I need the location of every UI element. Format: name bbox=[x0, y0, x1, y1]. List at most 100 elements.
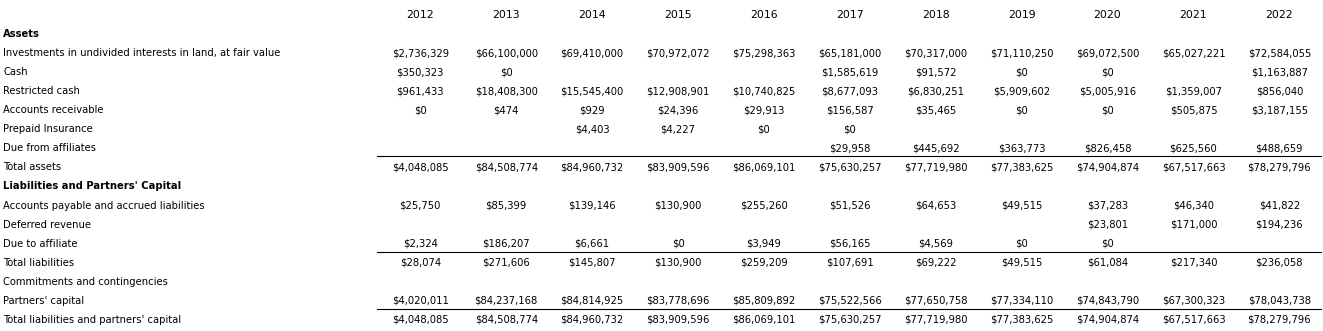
Text: $61,084: $61,084 bbox=[1088, 258, 1129, 268]
Text: $75,522,566: $75,522,566 bbox=[818, 296, 881, 306]
Text: $0: $0 bbox=[414, 105, 427, 115]
Text: $65,027,221: $65,027,221 bbox=[1162, 48, 1225, 58]
Text: $49,515: $49,515 bbox=[1002, 201, 1043, 211]
Text: $145,807: $145,807 bbox=[569, 258, 617, 268]
Text: $24,396: $24,396 bbox=[658, 105, 699, 115]
Text: $0: $0 bbox=[1101, 105, 1114, 115]
Text: $4,020,011: $4,020,011 bbox=[392, 296, 448, 306]
Text: $194,236: $194,236 bbox=[1256, 219, 1303, 230]
Text: $84,508,774: $84,508,774 bbox=[475, 315, 537, 325]
Text: $85,399: $85,399 bbox=[486, 201, 527, 211]
Text: $0: $0 bbox=[500, 67, 512, 77]
Text: $25,750: $25,750 bbox=[400, 201, 441, 211]
Text: $75,298,363: $75,298,363 bbox=[732, 48, 795, 58]
Text: $0: $0 bbox=[844, 124, 856, 134]
Text: 2016: 2016 bbox=[750, 10, 778, 20]
Text: $130,900: $130,900 bbox=[655, 258, 701, 268]
Text: $363,773: $363,773 bbox=[998, 143, 1045, 153]
Text: $77,650,758: $77,650,758 bbox=[904, 296, 967, 306]
Text: $6,661: $6,661 bbox=[574, 239, 610, 249]
Text: $12,908,901: $12,908,901 bbox=[647, 86, 709, 96]
Text: $4,403: $4,403 bbox=[574, 124, 610, 134]
Text: $91,572: $91,572 bbox=[916, 67, 957, 77]
Text: $74,843,790: $74,843,790 bbox=[1076, 296, 1139, 306]
Text: $74,904,874: $74,904,874 bbox=[1076, 315, 1139, 325]
Text: Total liabilities: Total liabilities bbox=[4, 258, 74, 268]
Text: $929: $929 bbox=[579, 105, 605, 115]
Text: Restricted cash: Restricted cash bbox=[4, 86, 81, 96]
Text: $69,222: $69,222 bbox=[916, 258, 957, 268]
Text: $70,972,072: $70,972,072 bbox=[646, 48, 709, 58]
Text: $35,465: $35,465 bbox=[916, 105, 957, 115]
Text: $29,958: $29,958 bbox=[830, 143, 871, 153]
Text: $271,606: $271,606 bbox=[483, 258, 531, 268]
Text: $64,653: $64,653 bbox=[916, 201, 957, 211]
Text: Due to affiliate: Due to affiliate bbox=[4, 239, 78, 249]
Text: $77,334,110: $77,334,110 bbox=[990, 296, 1053, 306]
Text: 2022: 2022 bbox=[1266, 10, 1293, 20]
Text: Assets: Assets bbox=[4, 29, 40, 39]
Text: $0: $0 bbox=[1015, 67, 1028, 77]
Text: 2012: 2012 bbox=[406, 10, 434, 20]
Text: $130,900: $130,900 bbox=[655, 201, 701, 211]
Text: 2020: 2020 bbox=[1094, 10, 1122, 20]
Text: Investments in undivided interests in land, at fair value: Investments in undivided interests in la… bbox=[4, 48, 280, 58]
Text: $3,949: $3,949 bbox=[746, 239, 782, 249]
Text: $961,433: $961,433 bbox=[397, 86, 445, 96]
Text: $85,809,892: $85,809,892 bbox=[733, 296, 795, 306]
Text: $67,517,663: $67,517,663 bbox=[1162, 315, 1225, 325]
Text: $625,560: $625,560 bbox=[1170, 143, 1217, 153]
Text: $2,324: $2,324 bbox=[404, 239, 438, 249]
Text: Commitments and contingencies: Commitments and contingencies bbox=[4, 277, 168, 287]
Text: Deferred revenue: Deferred revenue bbox=[4, 219, 91, 230]
Text: $236,058: $236,058 bbox=[1256, 258, 1303, 268]
Text: $5,909,602: $5,909,602 bbox=[994, 86, 1050, 96]
Text: 2021: 2021 bbox=[1180, 10, 1208, 20]
Text: Total liabilities and partners' capital: Total liabilities and partners' capital bbox=[4, 315, 181, 325]
Text: $83,909,596: $83,909,596 bbox=[647, 315, 709, 325]
Text: $5,005,916: $5,005,916 bbox=[1080, 86, 1136, 96]
Text: $107,691: $107,691 bbox=[826, 258, 873, 268]
Text: $0: $0 bbox=[1015, 239, 1028, 249]
Text: $4,569: $4,569 bbox=[918, 239, 954, 249]
Text: $474: $474 bbox=[493, 105, 519, 115]
Text: Total assets: Total assets bbox=[4, 163, 61, 172]
Text: $4,048,085: $4,048,085 bbox=[392, 163, 448, 172]
Text: $259,209: $259,209 bbox=[740, 258, 787, 268]
Text: $77,719,980: $77,719,980 bbox=[904, 315, 967, 325]
Text: $18,408,300: $18,408,300 bbox=[475, 86, 537, 96]
Text: 2017: 2017 bbox=[836, 10, 864, 20]
Text: $0: $0 bbox=[1015, 105, 1028, 115]
Text: $86,069,101: $86,069,101 bbox=[732, 163, 795, 172]
Text: Accounts receivable: Accounts receivable bbox=[4, 105, 103, 115]
Text: Liabilities and Partners' Capital: Liabilities and Partners' Capital bbox=[4, 181, 181, 191]
Text: $29,913: $29,913 bbox=[744, 105, 785, 115]
Text: $217,340: $217,340 bbox=[1170, 258, 1217, 268]
Text: $1,359,007: $1,359,007 bbox=[1166, 86, 1222, 96]
Text: $77,383,625: $77,383,625 bbox=[990, 315, 1053, 325]
Text: $1,163,887: $1,163,887 bbox=[1250, 67, 1308, 77]
Text: $15,545,400: $15,545,400 bbox=[561, 86, 623, 96]
Text: $51,526: $51,526 bbox=[830, 201, 871, 211]
Text: $75,630,257: $75,630,257 bbox=[818, 315, 881, 325]
Text: $71,110,250: $71,110,250 bbox=[990, 48, 1053, 58]
Text: $3,187,155: $3,187,155 bbox=[1250, 105, 1308, 115]
Text: $37,283: $37,283 bbox=[1088, 201, 1129, 211]
Text: $77,719,980: $77,719,980 bbox=[904, 163, 967, 172]
Text: $77,383,625: $77,383,625 bbox=[990, 163, 1053, 172]
Text: $66,100,000: $66,100,000 bbox=[475, 48, 537, 58]
Text: $78,279,796: $78,279,796 bbox=[1248, 315, 1311, 325]
Text: $23,801: $23,801 bbox=[1088, 219, 1129, 230]
Text: 2014: 2014 bbox=[578, 10, 606, 20]
Text: $350,323: $350,323 bbox=[397, 67, 445, 77]
Text: $75,630,257: $75,630,257 bbox=[818, 163, 881, 172]
Text: $83,778,696: $83,778,696 bbox=[647, 296, 709, 306]
Text: $70,317,000: $70,317,000 bbox=[904, 48, 967, 58]
Text: $84,237,168: $84,237,168 bbox=[475, 296, 538, 306]
Text: $0: $0 bbox=[1101, 239, 1114, 249]
Text: $74,904,874: $74,904,874 bbox=[1076, 163, 1139, 172]
Text: $826,458: $826,458 bbox=[1084, 143, 1131, 153]
Text: $139,146: $139,146 bbox=[569, 201, 617, 211]
Text: $84,814,925: $84,814,925 bbox=[561, 296, 623, 306]
Text: $67,300,323: $67,300,323 bbox=[1162, 296, 1225, 306]
